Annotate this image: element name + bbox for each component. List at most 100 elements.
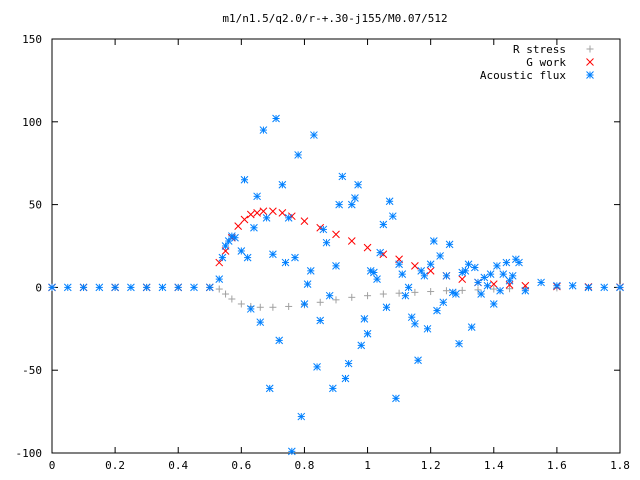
data-point xyxy=(458,286,466,294)
data-point xyxy=(483,281,492,290)
data-point xyxy=(228,295,236,303)
data-point xyxy=(364,292,372,300)
data-point xyxy=(379,290,387,298)
data-point xyxy=(294,151,302,159)
data-point xyxy=(404,283,413,292)
data-point xyxy=(297,412,306,421)
data-point xyxy=(316,298,324,306)
data-point xyxy=(584,283,593,292)
data-point xyxy=(354,180,362,189)
data-point xyxy=(351,194,359,202)
data-point xyxy=(392,394,400,403)
data-point xyxy=(253,192,261,201)
data-point xyxy=(291,253,299,262)
data-point xyxy=(243,253,252,262)
data-point xyxy=(442,271,451,280)
data-point xyxy=(63,283,72,292)
data-point xyxy=(480,273,489,282)
data-point xyxy=(407,313,416,322)
data-point xyxy=(600,283,609,292)
data-point xyxy=(553,281,561,290)
data-point xyxy=(269,250,277,259)
data-point xyxy=(496,286,504,295)
data-point xyxy=(433,306,441,315)
data-point xyxy=(401,291,410,300)
data-point xyxy=(79,283,88,292)
data-point xyxy=(325,291,334,300)
data-point xyxy=(322,238,331,247)
data-point xyxy=(363,329,372,338)
data-point xyxy=(300,217,309,226)
data-point xyxy=(379,220,388,229)
data-point xyxy=(436,252,444,260)
data-point xyxy=(341,374,350,383)
data-point xyxy=(411,262,419,270)
y-tick-label: 100 xyxy=(22,116,42,129)
data-point xyxy=(313,363,321,371)
data-point xyxy=(382,303,391,312)
x-tick-label: 1.4 xyxy=(484,459,504,472)
data-point xyxy=(426,260,435,269)
data-point xyxy=(455,339,463,348)
data-point xyxy=(370,268,378,277)
data-point xyxy=(275,336,284,345)
data-point xyxy=(616,283,624,292)
data-point xyxy=(426,266,435,275)
data-point xyxy=(414,356,422,365)
x-tick-label: 0 xyxy=(49,459,56,472)
data-point xyxy=(284,213,293,222)
data-point xyxy=(417,266,426,275)
data-point xyxy=(306,266,315,275)
x-tick-label: 0.2 xyxy=(105,459,125,472)
data-point xyxy=(253,209,261,217)
data-point xyxy=(174,283,183,292)
data-point xyxy=(218,253,227,262)
data-point xyxy=(278,180,287,189)
data-point xyxy=(215,258,224,267)
data-point xyxy=(237,300,245,308)
legend-label: G work xyxy=(526,56,566,69)
data-point xyxy=(158,283,167,292)
chart-title: m1/n1.5/q2.0/r-+.30-j155/M0.07/512 xyxy=(222,12,447,25)
data-point xyxy=(442,287,450,295)
data-point xyxy=(222,290,230,298)
data-point xyxy=(246,305,255,313)
data-point xyxy=(395,260,403,269)
data-point xyxy=(344,359,353,368)
data-point xyxy=(303,280,312,288)
data-point xyxy=(486,270,495,279)
data-point xyxy=(269,303,277,311)
y-tick-label: 0 xyxy=(35,281,42,294)
data-point xyxy=(508,271,517,280)
data-point xyxy=(477,290,486,298)
data-point xyxy=(332,230,340,239)
data-point xyxy=(237,247,246,255)
data-point xyxy=(489,300,498,308)
data-point xyxy=(363,243,372,252)
data-point xyxy=(332,296,340,304)
data-point xyxy=(470,263,479,272)
data-point xyxy=(265,384,274,393)
data-point xyxy=(285,302,293,310)
data-point xyxy=(506,285,514,293)
data-point xyxy=(474,286,482,294)
x-tick-label: 0.6 xyxy=(231,459,251,472)
data-point xyxy=(357,341,366,350)
data-point xyxy=(360,315,369,323)
data-point xyxy=(502,258,511,267)
data-point xyxy=(427,288,435,296)
data-point xyxy=(246,210,255,219)
data-point xyxy=(256,318,265,327)
data-point xyxy=(423,324,432,333)
data-point xyxy=(411,288,419,296)
data-point xyxy=(262,213,271,222)
data-point xyxy=(385,197,394,206)
data-point xyxy=(332,262,340,270)
x-tick-label: 0.4 xyxy=(168,459,188,472)
data-point xyxy=(452,290,460,298)
series-r-stress xyxy=(48,283,624,311)
y-tick-label: 50 xyxy=(29,199,42,212)
